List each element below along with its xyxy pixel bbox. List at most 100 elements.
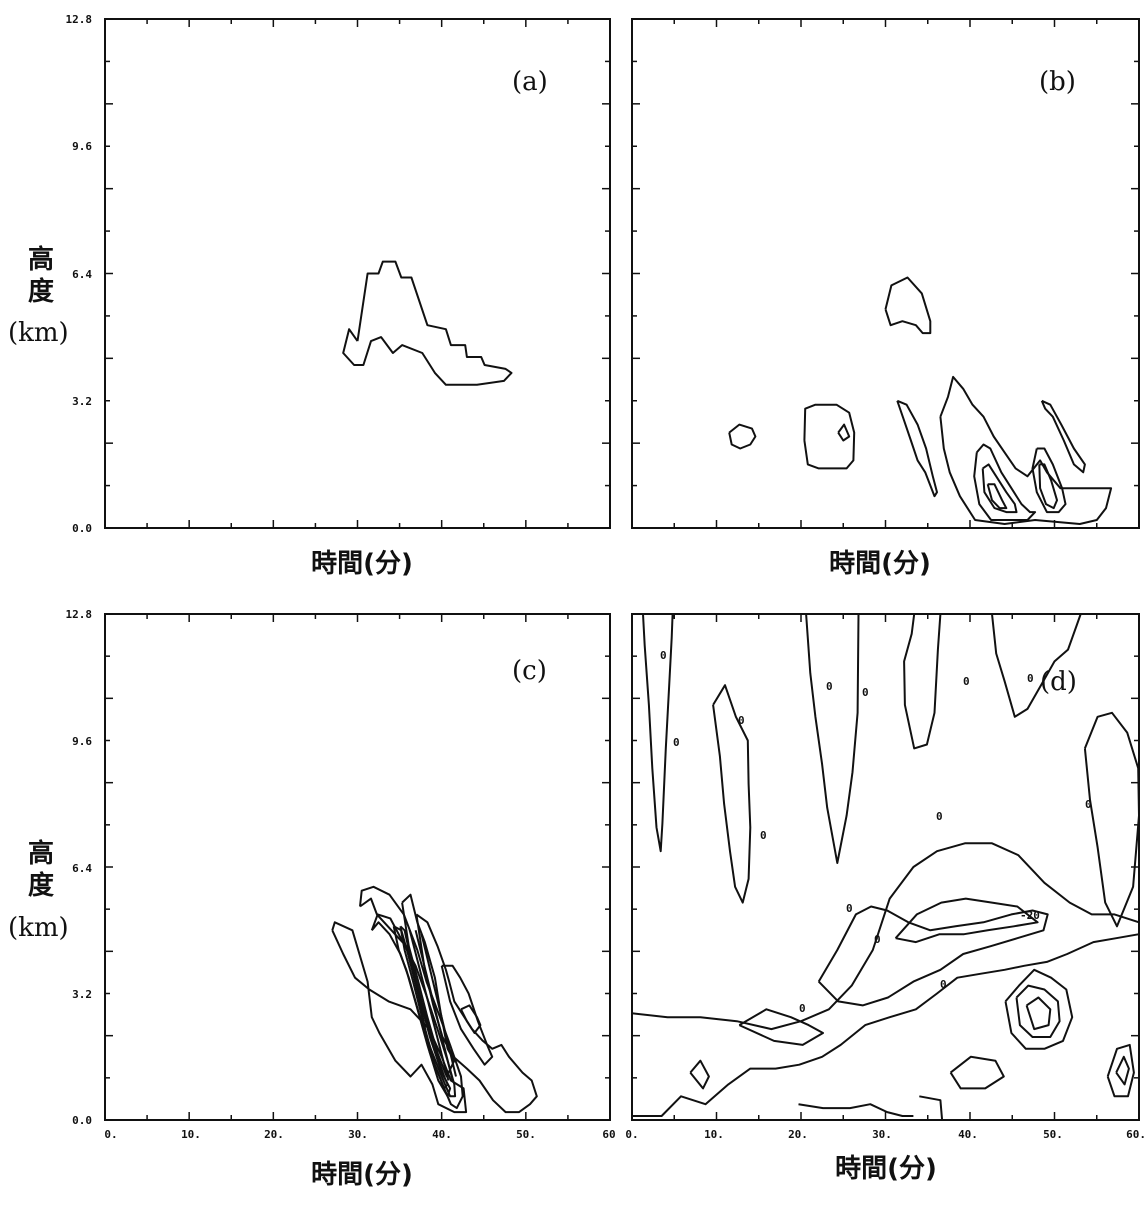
panel-c-xtick-1: 10. xyxy=(181,1128,201,1141)
panel-d: (d) 0. 10. 20. 30. 40. 50. 60. 時間(分) 000… xyxy=(625,613,1146,1184)
panel-d-xtick-3: 30. xyxy=(872,1128,892,1141)
panel-c-contour-line xyxy=(331,921,468,1114)
panel-c-xtick-6: 60 xyxy=(602,1128,615,1141)
panel-c-contour-line xyxy=(399,925,449,1090)
panel-b-contour-line xyxy=(884,276,932,335)
panel-a-ylabel-char1: 高 xyxy=(28,244,54,275)
panel-c: (c) 0.0 3.2 6.4 9.6 12.8 0. 10. 20. 30. … xyxy=(8,608,616,1190)
panel-d-contour-line xyxy=(642,613,674,853)
panel-d-contour-line xyxy=(903,613,942,750)
panel-c-contours xyxy=(331,885,538,1114)
panel-d-xtick-4: 40. xyxy=(958,1128,978,1141)
panel-b-ticks xyxy=(631,18,1140,529)
panel-d-contour-value-label: 0 xyxy=(1027,672,1034,685)
panel-b-contour-line xyxy=(896,399,938,498)
panel-c-contour-line xyxy=(392,925,452,1098)
panel-a-ytick-0: 0.0 xyxy=(72,522,92,535)
panel-d-contour-line xyxy=(919,1095,944,1121)
panel-c-contour-line xyxy=(415,913,538,1114)
panel-d-contour-line xyxy=(1106,1043,1135,1098)
panel-a-ylabel-char2: 度 xyxy=(28,276,54,307)
panel-d-label: (d) xyxy=(1040,667,1077,697)
panel-a-ytick-2: 6.4 xyxy=(72,268,92,281)
panel-d-contour-line xyxy=(1004,968,1074,1050)
panel-c-label: (c) xyxy=(512,656,547,686)
panel-d-ticks xyxy=(631,613,1140,1121)
panel-a: (a) 0.0 3.2 6.4 9.6 12.8 高 度 (km) 時間(分) xyxy=(8,13,611,579)
panel-d-contour-value-label: 0 xyxy=(1085,798,1092,811)
panel-a-xlabel: 時間(分) xyxy=(311,549,413,579)
panel-d-contour-line xyxy=(632,933,1140,1117)
panel-d-contour-line xyxy=(689,1059,710,1090)
panel-b-contours xyxy=(728,276,1113,525)
panel-c-xtick-0: 0. xyxy=(104,1128,117,1141)
panel-b-contour-line xyxy=(837,423,851,442)
panel-d-contour-value-label: -20 xyxy=(1020,909,1040,922)
panel-a-label: (a) xyxy=(512,67,548,97)
panel-b-contour-line xyxy=(728,423,757,450)
panel-c-frame xyxy=(104,613,611,1121)
panel-c-contour-line xyxy=(408,930,450,1081)
panel-c-contour-line xyxy=(420,933,457,1077)
panel-a-ticks xyxy=(104,18,611,529)
panel-c-ytick-0: 0.0 xyxy=(72,1114,92,1127)
panel-d-xtick-6: 60. xyxy=(1126,1128,1146,1141)
panel-d-contour-value-label: 0 xyxy=(738,714,745,727)
panel-d-contour-labels: 0 0 0 0 0 0 0 0 0 0 -20 0 0 0 0 xyxy=(660,649,1092,1015)
panel-d-contour-value-label: 0 xyxy=(940,978,947,991)
panel-a-contour-line xyxy=(342,260,513,386)
panel-d-contour-value-label: 0 xyxy=(874,933,881,946)
panel-c-ticks xyxy=(104,613,611,1121)
panel-d-contour-line xyxy=(712,684,752,904)
panel-d-xtick-0: 0. xyxy=(625,1128,638,1141)
panel-d-contour-value-label: 0 xyxy=(846,902,853,915)
panel-d-contour-value-label: 0 xyxy=(963,675,970,688)
panel-b-xlabel: 時間(分) xyxy=(829,549,931,579)
panel-d-contours xyxy=(631,613,1140,1121)
panel-c-ylabel-unit: (km) xyxy=(8,913,69,943)
panel-c-contour-line xyxy=(414,930,454,1081)
panel-a-ylabel-unit: (km) xyxy=(8,318,69,348)
panel-d-xtick-5: 50. xyxy=(1043,1128,1063,1141)
panel-d-xlabel: 時間(分) xyxy=(835,1154,937,1184)
panel-d-contour-line xyxy=(1083,711,1140,928)
panel-b-contour-line xyxy=(1038,463,1058,510)
panel-b-contour-line xyxy=(939,375,1113,525)
panel-d-contour-line xyxy=(1025,996,1052,1031)
panel-d-contour-line xyxy=(817,905,1049,1007)
panel-d-contour-value-label: 0 xyxy=(660,649,667,662)
panel-d-contour-value-label: 0 xyxy=(760,829,767,842)
panel-d-contour-line xyxy=(798,1103,914,1117)
panel-c-xtick-5: 50. xyxy=(516,1128,536,1141)
panel-d-contour-value-label: 0 xyxy=(799,1002,806,1015)
panel-c-xtick-4: 40. xyxy=(432,1128,452,1141)
panel-c-ytick-2: 6.4 xyxy=(72,862,92,875)
panel-c-xlabel: 時間(分) xyxy=(311,1160,413,1190)
panel-d-xtick-1: 10. xyxy=(704,1128,724,1141)
panel-d-contour-line xyxy=(949,1055,1005,1090)
panel-d-contour-line xyxy=(1115,1055,1130,1086)
panel-b-contour-line xyxy=(973,443,1037,521)
panel-d-contour-line xyxy=(738,1008,824,1046)
panel-d-contour-value-label: 0 xyxy=(673,736,680,749)
panel-a-ytick-1: 3.2 xyxy=(72,395,92,408)
panel-c-ytick-3: 9.6 xyxy=(72,735,92,748)
panel-c-ytick-1: 3.2 xyxy=(72,988,92,1001)
panel-b-contour-line xyxy=(803,403,856,470)
panel-c-xtick-3: 30. xyxy=(348,1128,368,1141)
panel-d-contour-line xyxy=(894,897,1039,944)
panel-b-label: (b) xyxy=(1039,67,1076,97)
panel-a-contours xyxy=(342,260,513,386)
panel-c-ylabel-char2: 度 xyxy=(28,870,54,901)
panel-b: (b) 時間(分) xyxy=(631,18,1140,579)
panel-c-contour-line xyxy=(460,1004,482,1034)
panel-d-contour-line xyxy=(991,613,1082,718)
panel-d-contour-line xyxy=(1015,984,1061,1038)
panel-c-contour-line xyxy=(440,964,494,1066)
panel-d-contour-line xyxy=(631,842,1140,1031)
panel-d-contour-value-label: 0 xyxy=(936,810,943,823)
panel-b-contour-line xyxy=(981,463,1018,514)
panel-a-ytick-4: 12.8 xyxy=(66,13,93,26)
panel-c-ytick-4: 12.8 xyxy=(66,608,93,621)
